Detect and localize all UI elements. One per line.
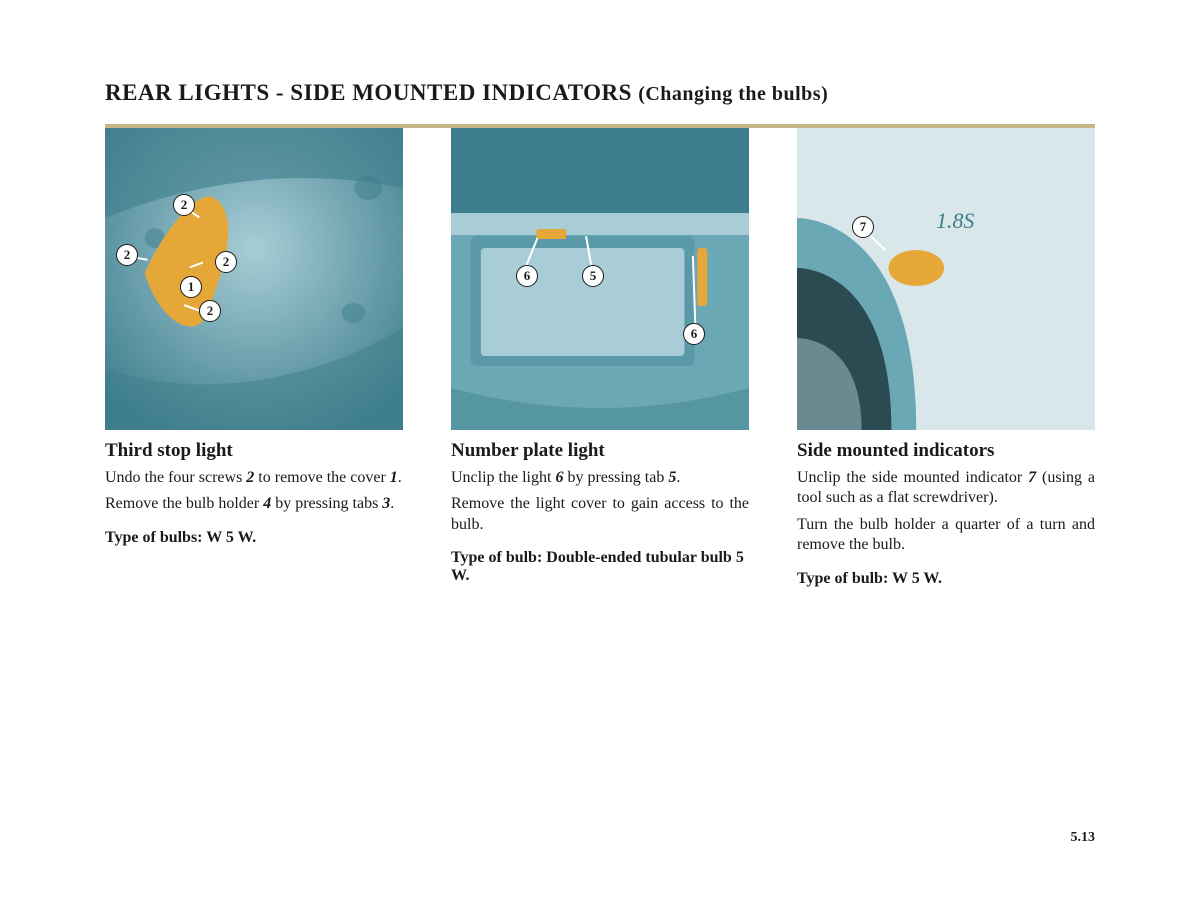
callout-number: 2 (199, 300, 221, 322)
callout-number: 2 (215, 251, 237, 273)
body-paragraph: Unclip the side mounted indicator 7 (usi… (797, 468, 1095, 509)
section-heading: Third stop light (105, 440, 403, 462)
callout-number: 1 (180, 276, 202, 298)
bulb-type: Type of bulb: W 5 W. (797, 570, 1095, 588)
bulb-type: Type of bulbs: W 5 W. (105, 529, 403, 547)
callout-number: 6 (516, 265, 538, 287)
figure-stop-light (105, 128, 403, 430)
body-paragraph: Undo the four screws 2 to remove the cov… (105, 468, 403, 488)
ref-number: 7 (1028, 469, 1036, 486)
body-paragraph: Remove the bulb holder 4 by pressing tab… (105, 494, 403, 514)
body-paragraph: Unclip the light 6 by pressing tab 5. (451, 468, 749, 488)
callout-number: 7 (852, 216, 874, 238)
body-paragraph: Turn the bulb holder a quarter of a turn… (797, 515, 1095, 556)
figure: 22212 (105, 128, 403, 430)
ref-number: 3 (382, 495, 390, 512)
body-paragraph: Remove the light cover to gain access to… (451, 494, 749, 535)
bulb-type: Type of bulb: Double-ended tubular bulb … (451, 549, 749, 585)
section-heading: Side mounted indicators (797, 440, 1095, 462)
title-main: REAR LIGHTS - SIDE MOUNTED INDICATORS (105, 80, 632, 105)
callout-number: 6 (683, 323, 705, 345)
page-number: 5.13 (1071, 830, 1096, 846)
figure: 6 5 6 (451, 128, 749, 430)
page-title: REAR LIGHTS - SIDE MOUNTED INDICATORS (C… (105, 80, 1095, 106)
section-heading: Number plate light (451, 440, 749, 462)
figure-side-indicator: 1.8S (797, 128, 1095, 430)
ref-number: 6 (555, 469, 563, 486)
callout-number: 2 (116, 244, 138, 266)
columns: 22212Third stop lightUndo the four screw… (105, 128, 1095, 588)
manual-page: REAR LIGHTS - SIDE MOUNTED INDICATORS (C… (0, 0, 1200, 916)
callout-number: 5 (582, 265, 604, 287)
ref-number: 1 (390, 469, 398, 486)
column: 1.8S 7 Side mounted indicators Unclip the … (797, 128, 1095, 588)
ref-number: 5 (668, 469, 676, 486)
ref-number: 2 (246, 469, 254, 486)
column: 22212Third stop lightUndo the four screw… (105, 128, 403, 588)
svg-text:1.8S: 1.8S (936, 208, 974, 233)
title-sub: (Changing the bulbs) (638, 83, 828, 105)
callout-number: 2 (173, 194, 195, 216)
column: 6 5 6 Number plate light Unclip the light 6 … (451, 128, 749, 588)
ref-number: 4 (263, 495, 271, 512)
figure: 1.8S 7 (797, 128, 1095, 430)
